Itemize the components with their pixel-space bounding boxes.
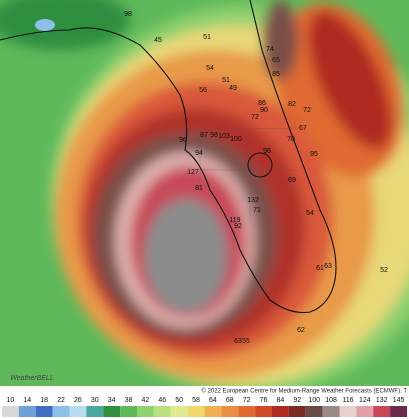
- colorbar-cell: [153, 406, 171, 417]
- county-lines: [184, 127, 301, 220]
- colorbar-label: 100: [308, 397, 320, 404]
- colorbar-cell: [373, 406, 391, 417]
- gust-label: 54: [306, 210, 314, 217]
- colorbar-cell: [339, 406, 357, 417]
- gust-label: 51: [203, 34, 211, 41]
- colorbar-cell: [255, 406, 272, 417]
- gust-label: 92: [234, 223, 242, 230]
- gust-label: 63: [324, 263, 332, 270]
- gust-label: 90: [260, 107, 268, 114]
- gust-label: 54: [206, 65, 214, 72]
- colorbar: 10 14 18 22 26 30 34 38 42 46 50 58 64 68 72 76 84 92 100 1…: [2, 397, 407, 417]
- colorbar-cell: [52, 406, 70, 417]
- colorbar-label: 116: [342, 397, 353, 404]
- colorbar-cell: [390, 406, 407, 417]
- colorbar-label: 132: [376, 397, 388, 404]
- colorbar-label: 58: [192, 397, 200, 404]
- colorbar-label: 50: [175, 397, 183, 404]
- gust-label: 67: [299, 125, 307, 132]
- colorbar-cell: [120, 406, 137, 417]
- colorbar-cell: [86, 406, 104, 417]
- colorbar-cell: [288, 406, 306, 417]
- gust-label: 87: [200, 132, 208, 139]
- gust-label: 45: [154, 37, 162, 44]
- gust-label: 81: [195, 185, 203, 192]
- gust-label: 127: [187, 169, 199, 176]
- colorbar-cell: [170, 406, 188, 417]
- gust-label: 98: [210, 132, 218, 139]
- colorbar-cell: [322, 406, 340, 417]
- colorbar-label: 68: [226, 397, 234, 404]
- colorbar-label: 30: [91, 397, 99, 404]
- colorbar-label: 46: [158, 397, 166, 404]
- gust-label: 98: [124, 11, 132, 18]
- gust-label: 72: [303, 107, 311, 114]
- colorbar-label: 34: [108, 397, 116, 404]
- colorbar-cell: [238, 406, 256, 417]
- logo: WeatherBELL: [10, 375, 54, 382]
- water: [35, 19, 55, 31]
- colorbar-cell: [137, 406, 154, 417]
- colorbar-label: 76: [260, 397, 268, 404]
- colorbar-cell: [35, 406, 53, 417]
- gust-label: 100: [230, 136, 242, 143]
- gust-label: 55: [242, 338, 250, 345]
- gust-label: 86: [258, 100, 266, 107]
- lake: [247, 152, 273, 178]
- colorbar-cell: [69, 406, 87, 417]
- gust-label: 94: [195, 150, 203, 157]
- colorbar-cell: [204, 406, 222, 417]
- gust-label: 103: [218, 133, 230, 140]
- colorbar-label: 22: [57, 397, 65, 404]
- colorbar-cell: [356, 406, 374, 417]
- colorbar-label: 124: [359, 397, 371, 404]
- colorbar-label: 18: [40, 397, 48, 404]
- gust-label: 62: [297, 327, 305, 334]
- gust-label: 78: [287, 136, 295, 143]
- colorbar-label: 42: [142, 397, 150, 404]
- colorbar-label: 145: [393, 397, 405, 404]
- colorbar-label: 14: [23, 397, 31, 404]
- field: [0, 0, 409, 386]
- colorbar-cell: [103, 406, 121, 417]
- colorbar-label: 26: [74, 397, 82, 404]
- gust-label: 96: [179, 137, 187, 144]
- colorbar-label: 64: [209, 397, 217, 404]
- colorbar-label: 10: [7, 397, 15, 404]
- colorbar-cell: [2, 406, 19, 417]
- gust-label: 119: [229, 217, 240, 224]
- gust-label: 63: [234, 338, 242, 345]
- colorbar-cell: [305, 406, 323, 417]
- gust-label: 52: [380, 267, 388, 274]
- gust-label: 132: [247, 197, 259, 204]
- colorbar-cell: [272, 406, 289, 417]
- colorbar-cell: [187, 406, 205, 417]
- gust-label: 74: [266, 46, 274, 53]
- gust-label: 61: [316, 265, 324, 272]
- gust-label: 69: [288, 177, 296, 184]
- gust-label: 56: [199, 87, 207, 94]
- colorbar-cell: [221, 406, 239, 417]
- colorbar-label: 38: [125, 397, 133, 404]
- colorbar-label: 84: [277, 397, 285, 404]
- gust-label: 71: [253, 207, 261, 214]
- gust-label: 51: [222, 77, 230, 84]
- colorbar-label: 92: [293, 397, 301, 404]
- gust-label: 95: [310, 151, 318, 158]
- gust-label: 96: [263, 148, 271, 155]
- gust-label: 65: [272, 57, 280, 64]
- gust-label: 82: [288, 101, 296, 108]
- colorbar-cell: [18, 406, 36, 417]
- colorbar-label: 72: [243, 397, 251, 404]
- coastline: [0, 0, 337, 314]
- credit: © 2022 European Centre for Medium-Range …: [201, 388, 407, 395]
- gust-label: 49: [229, 85, 237, 92]
- gust-label: 72: [251, 114, 259, 121]
- gust-label: 85: [272, 71, 280, 78]
- colorbar-label: 108: [325, 397, 337, 404]
